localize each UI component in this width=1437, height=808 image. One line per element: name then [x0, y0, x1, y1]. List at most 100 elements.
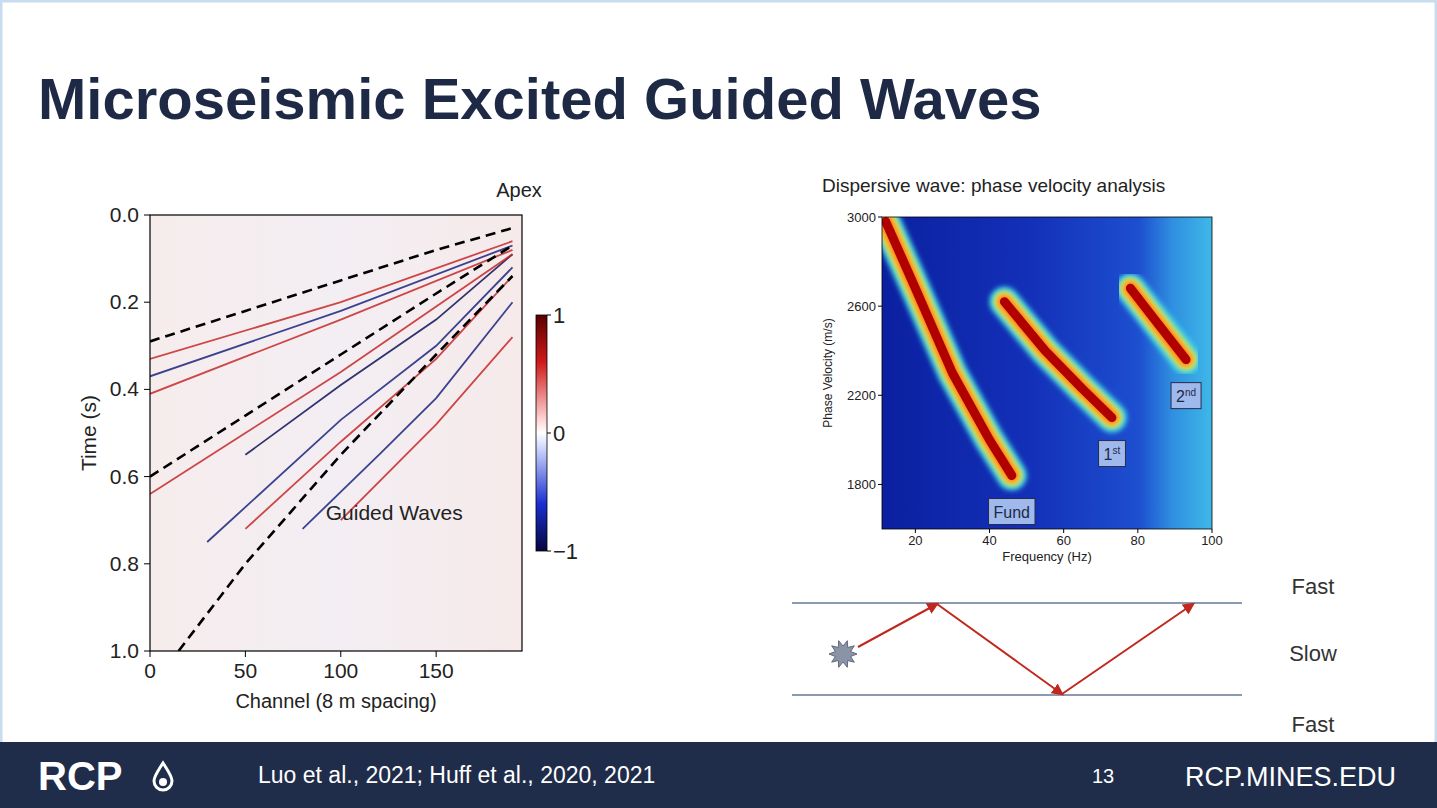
event-line	[303, 302, 513, 529]
event-line	[150, 250, 513, 394]
plot-frame	[882, 217, 1212, 529]
layer-boundary	[792, 602, 1242, 604]
slide: Microseismic Excited Guided Waves 0 50 100 1…	[0, 0, 1437, 808]
mode-label-box	[1171, 383, 1201, 409]
page-frame	[1, 1, 1436, 807]
layer-label: Fast	[1292, 712, 1335, 737]
footer-logo: RCP	[38, 754, 122, 798]
y-tick-label: 1.0	[110, 639, 139, 662]
y-tick-label: 1800	[847, 477, 876, 492]
event-line	[207, 267, 512, 542]
x-tick-label: 100	[1201, 533, 1223, 548]
y-tick-label: 2200	[847, 388, 876, 403]
y-tick	[144, 389, 150, 390]
mode-suffix: nd	[1185, 387, 1196, 398]
mode-number: 2	[1176, 388, 1185, 405]
y-tick-label: 0.8	[110, 552, 139, 575]
y-axis-label: Phase Velocity (m/s)	[821, 318, 835, 427]
footer-bar	[0, 742, 1437, 808]
ridge-glow	[1004, 302, 1112, 418]
dispersion-chart: 204060801001800220026003000Frequency (Hz…	[821, 175, 1223, 564]
colorbar-tick-label: 0	[553, 421, 565, 446]
ray-path	[937, 604, 1062, 694]
y-tick-label: 0.2	[110, 290, 139, 313]
y-tick-label: 0.6	[110, 465, 139, 488]
x-tick-label: 20	[908, 533, 922, 548]
colorbar-tick	[547, 315, 551, 316]
y-tick	[878, 306, 882, 307]
dispersion-ridge	[886, 222, 1012, 476]
y-tick	[144, 215, 150, 216]
layer-boundary	[792, 694, 1242, 696]
y-tick	[144, 476, 150, 477]
footer-url: RCP.MINES.EDU	[1185, 762, 1396, 792]
slide-title: Microseismic Excited Guided Waves	[38, 66, 1042, 131]
y-tick	[878, 217, 882, 218]
x-axis-label: Frequency (Hz)	[1002, 549, 1092, 564]
event-line	[245, 254, 512, 455]
y-tick-label: 0.4	[110, 377, 140, 400]
event-line	[245, 276, 512, 529]
y-tick-label: 2600	[847, 299, 876, 314]
dispersion-ridge	[1130, 288, 1186, 359]
heatmap-background	[882, 217, 1212, 529]
event-line	[150, 246, 513, 377]
x-tick-label: 60	[1056, 533, 1070, 548]
x-tick	[245, 651, 246, 657]
mode-label-text: 1st	[1104, 445, 1121, 463]
y-tick	[144, 651, 150, 652]
y-tick-label: 3000	[847, 210, 876, 225]
colorbar-tick-label: 1	[553, 303, 565, 328]
x-tick-label: 80	[1131, 533, 1145, 548]
x-tick	[340, 651, 341, 657]
dashed-moveout	[150, 246, 513, 477]
colorbar-tick-label: −1	[553, 539, 578, 564]
series-group	[150, 228, 513, 651]
x-tick	[436, 651, 437, 657]
annotation: Guided Waves	[326, 501, 463, 524]
ray-path	[858, 604, 937, 647]
plot-frame	[150, 215, 522, 651]
layer-label: Slow	[1289, 641, 1337, 666]
footer-citation: Luo et al., 2021; Huff et al., 2020, 202…	[258, 762, 655, 788]
mode-label-text: Fund	[994, 504, 1030, 521]
mode-suffix: st	[1112, 445, 1120, 456]
mode-label-box	[989, 499, 1035, 525]
ridge-glow	[886, 222, 1012, 476]
y-axis-label: Time (s)	[77, 395, 100, 471]
x-tick-label: 100	[323, 659, 358, 682]
ridge-glow	[886, 222, 1012, 476]
mode-label: Fund	[989, 499, 1035, 525]
x-tick-label: 0	[144, 659, 156, 682]
logo-drop-core	[159, 778, 167, 786]
source-star	[829, 641, 857, 668]
waveguide-diagram: Fast Slow Fast	[792, 574, 1337, 737]
x-tick	[150, 651, 151, 657]
y-tick-label: 0.0	[110, 203, 139, 226]
y-tick	[144, 563, 150, 564]
ridge-glow	[1130, 288, 1186, 359]
layer-label: Fast	[1292, 574, 1335, 599]
mode-label-box	[1099, 441, 1126, 467]
x-tick-label: 150	[419, 659, 454, 682]
series-group	[886, 222, 1186, 476]
x-tick-label: 50	[234, 659, 257, 682]
ridge-glow	[1130, 288, 1186, 359]
colorbar-tick	[547, 551, 551, 552]
colorbar	[536, 315, 547, 551]
colorbar-tick	[547, 433, 551, 434]
y-tick	[878, 484, 882, 485]
x-axis-label: Channel (8 m spacing)	[235, 690, 436, 712]
ridge-glow	[1004, 302, 1112, 418]
y-tick	[144, 302, 150, 303]
mode-label: 2nd	[1171, 383, 1201, 409]
ray-path	[1062, 604, 1193, 694]
logo-drop	[154, 763, 172, 790]
ridge-glow	[886, 222, 1012, 476]
seismic-chart: 0 50 100 150 0.0 0.2 0.4 0.6 0.8 1.0 Channel (8 m …	[77, 179, 578, 712]
dashed-moveout	[150, 228, 513, 341]
dashed-moveout	[179, 276, 513, 651]
page-number: 13	[1092, 765, 1114, 787]
footer: RCP Luo et al., 2021; Huff et al., 2020, …	[0, 742, 1437, 808]
chart-title: Apex	[496, 179, 542, 201]
